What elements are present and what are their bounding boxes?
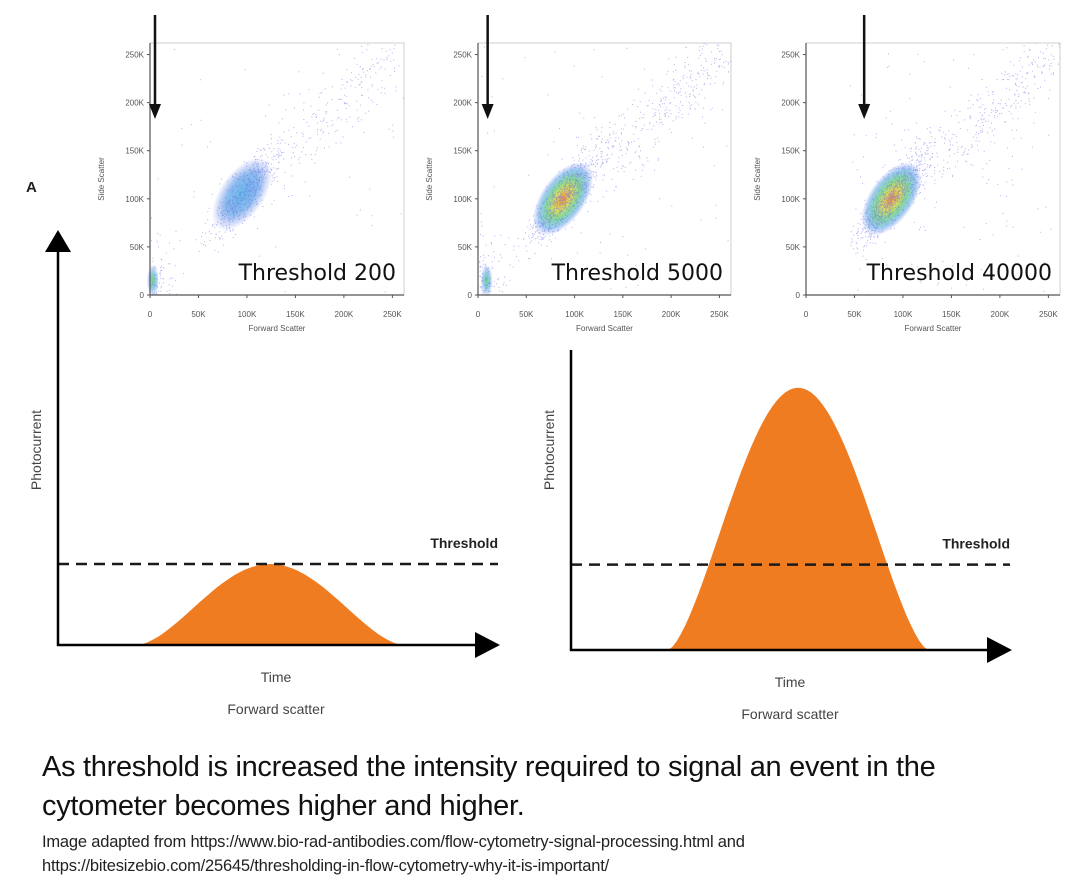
y-tick-label: 200K	[453, 99, 472, 108]
y-tick-label: 250K	[781, 51, 800, 60]
y-tick-label: 50K	[130, 243, 145, 252]
time-axis-label: Time	[261, 669, 292, 685]
debris-density-cluster	[480, 264, 493, 297]
x-tick-label: 0	[148, 310, 153, 319]
time-axis-label: Time	[775, 674, 806, 690]
x-tick-label: 150K	[942, 310, 961, 319]
source-line-2: https://bitesizebio.com/25645/thresholdi…	[42, 857, 610, 875]
panel-label: A	[26, 179, 37, 196]
scatter-x-axis-label: Forward Scatter	[249, 324, 306, 333]
x-tick-label: 200K	[991, 310, 1010, 319]
x-axis-arrowhead-icon	[987, 637, 1012, 663]
scatter-plot-threshold-40000: 0 0 50K 50K 100K 100K 150K 150K 200K 200K 250K 250K…	[753, 15, 1061, 333]
scatter-plot-threshold-200: 0 0 50K 50K 100K 100K 150K 150K 200K 200K 250K 250K…	[97, 15, 405, 333]
scatter-y-axis-label: Side Scatter	[753, 157, 762, 201]
scatter-y-axis-label: Side Scatter	[425, 157, 434, 201]
x-tick-label: 150K	[286, 310, 305, 319]
y-tick-label: 100K	[453, 195, 472, 204]
y-tick-label: 250K	[453, 51, 472, 60]
x-tick-label: 50K	[847, 310, 862, 319]
x-tick-label: 200K	[335, 310, 354, 319]
signal-pulse	[668, 387, 929, 650]
x-tick-label: 250K	[710, 310, 729, 319]
x-tick-label: 250K	[1039, 310, 1058, 319]
y-tick-label: 0	[140, 291, 145, 300]
y-tick-label: 200K	[781, 99, 800, 108]
population-density-cluster	[212, 157, 273, 231]
threshold-arrow-down-icon	[858, 104, 871, 119]
forward-scatter-label: Forward scatter	[741, 706, 839, 722]
x-tick-label: 200K	[662, 310, 681, 319]
y-tick-label: 250K	[125, 51, 144, 60]
source-line-1: Image adapted from https://www.bio-rad-a…	[42, 833, 745, 851]
x-tick-label: 100K	[565, 310, 584, 319]
y-tick-label: 100K	[781, 195, 800, 204]
y-axis-arrowhead-icon	[45, 230, 71, 252]
x-tick-label: 0	[476, 310, 481, 319]
scatter-x-axis-label: Forward Scatter	[905, 324, 962, 333]
y-tick-label: 100K	[125, 195, 144, 204]
caption-main: As threshold is increased the intensity …	[42, 751, 936, 822]
x-tick-label: 0	[804, 310, 809, 319]
x-tick-label: 100K	[894, 310, 913, 319]
threshold-label: Threshold	[430, 535, 498, 551]
pulse-diagram-high-signal: Threshold Photocurrent Time Forward scat…	[541, 350, 1012, 722]
event-dots	[151, 44, 404, 295]
threshold-label: Threshold	[942, 536, 1010, 552]
x-tick-label: 50K	[191, 310, 206, 319]
scatter-y-axis-label: Side Scatter	[97, 157, 106, 201]
x-tick-label: 50K	[519, 310, 534, 319]
plot-frame	[477, 42, 732, 296]
forward-scatter-label: Forward scatter	[227, 701, 325, 717]
threshold-figure: A 0 0 50K 50K 100K 100K 150K 150K 200K 200K 250K 25…	[26, 15, 1061, 722]
y-tick-label: 150K	[125, 147, 144, 156]
scatter-x-axis-label: Forward Scatter	[576, 324, 633, 333]
population-density-cluster	[532, 162, 594, 236]
scatter-threshold-label: Threshold 200	[238, 261, 396, 286]
scatter-threshold-label: Threshold 40000	[866, 261, 1052, 286]
y-tick-label: 50K	[786, 243, 801, 252]
debris-density-cluster	[146, 264, 159, 297]
threshold-arrow-down-icon	[149, 104, 161, 119]
y-tick-label: 150K	[453, 147, 472, 156]
x-tick-label: 150K	[614, 310, 633, 319]
threshold-arrow-down-icon	[481, 104, 494, 119]
y-tick-label: 0	[796, 291, 801, 300]
x-tick-label: 250K	[383, 310, 402, 319]
photocurrent-axis-label: Photocurrent	[541, 410, 557, 490]
pulse-diagram-low-threshold: Threshold Photocurrent Time Forward scat…	[28, 230, 500, 717]
event-dots	[850, 42, 1061, 296]
event-dots	[479, 43, 732, 296]
y-tick-label: 0	[468, 291, 473, 300]
scatter-plot-threshold-5000: 0 0 50K 50K 100K 100K 150K 150K 200K 200K 250K 250K…	[425, 15, 732, 333]
photocurrent-axis-label: Photocurrent	[28, 410, 44, 490]
caption-source: Image adapted from https://www.bio-rad-a…	[42, 830, 1062, 878]
x-axis-arrowhead-icon	[475, 632, 500, 658]
y-tick-label: 150K	[781, 147, 800, 156]
scatter-threshold-label: Threshold 5000	[551, 261, 723, 286]
y-tick-label: 50K	[458, 243, 473, 252]
signal-pulse	[137, 564, 403, 645]
y-tick-label: 200K	[125, 99, 144, 108]
x-tick-label: 100K	[238, 310, 257, 319]
